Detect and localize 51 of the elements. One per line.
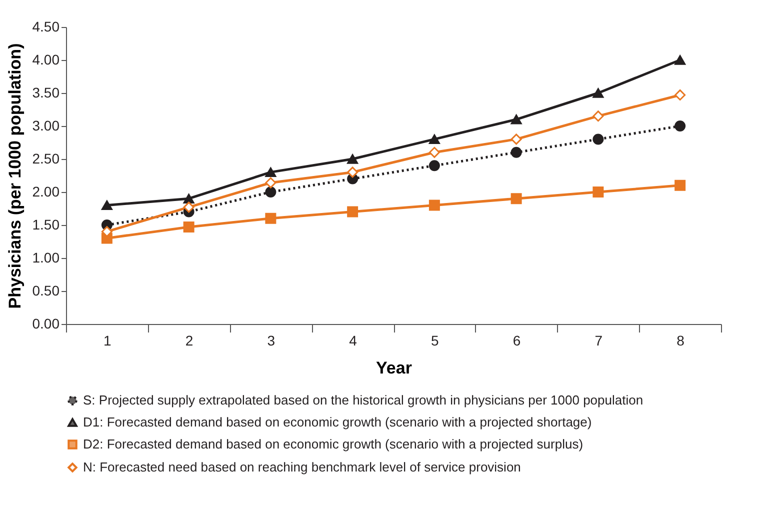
- point: [347, 154, 358, 164]
- x-tick-label: 6: [512, 332, 521, 348]
- point: [592, 186, 604, 198]
- y-axis-title: Physicians (per 1000 population): [5, 43, 24, 309]
- point: [674, 120, 686, 132]
- x-tick-label: 3: [267, 332, 276, 348]
- point: [183, 194, 194, 204]
- point: [183, 202, 194, 213]
- point: [592, 88, 604, 98]
- point: [265, 167, 276, 178]
- x-tick-label: 5: [431, 332, 440, 348]
- point: [592, 134, 604, 145]
- x-tick-label: 7: [594, 332, 603, 348]
- y-tick-label: 2.50: [32, 150, 60, 166]
- point: [428, 146, 440, 158]
- point: [592, 110, 604, 122]
- point: [674, 89, 686, 100]
- point: [674, 55, 686, 65]
- y-tick-label: 3.00: [32, 118, 60, 134]
- point: [510, 134, 522, 145]
- y-tick-label: 1.50: [32, 216, 60, 232]
- x-axis-title: Year: [376, 358, 412, 378]
- y-tick-label: 4.00: [32, 52, 60, 68]
- x-tick-label: 2: [185, 332, 194, 348]
- point: [347, 166, 358, 178]
- legend-label: D2: Forecasted demand based on economic growth (scenario with a projected surplus): [83, 436, 584, 452]
- y-tick-label: 4.50: [32, 18, 60, 34]
- y-tick-label: 0.50: [32, 282, 60, 298]
- point: [428, 200, 440, 211]
- point: [265, 177, 276, 188]
- x-tick-label: 8: [676, 332, 685, 348]
- point: [510, 193, 522, 204]
- x-tick-label: 4: [349, 332, 358, 348]
- point: [183, 221, 194, 232]
- y-tick-label: 2.00: [32, 184, 60, 200]
- legend-label: S: Projected supply extrapolated based on the historical growth in physicians per 1000 population: [83, 392, 644, 408]
- point: [510, 146, 522, 158]
- x-tick-label: 1: [104, 332, 112, 348]
- point: [510, 114, 522, 124]
- point: [101, 200, 112, 210]
- point: [428, 134, 440, 144]
- legend-label: D1: Forecasted demand based on economic growth (scenario with a projected shortage): [83, 414, 592, 430]
- y-tick-label: 1.00: [32, 250, 60, 266]
- point: [265, 186, 276, 198]
- legend-label: N: Forecasted need based on reaching benchmark level of service provision: [83, 460, 521, 474]
- point: [347, 206, 358, 218]
- point: [428, 160, 440, 172]
- point: [674, 180, 686, 191]
- y-tick-label: 3.50: [32, 84, 60, 100]
- point: [265, 212, 276, 224]
- y-tick-label: 0.00: [32, 316, 60, 332]
